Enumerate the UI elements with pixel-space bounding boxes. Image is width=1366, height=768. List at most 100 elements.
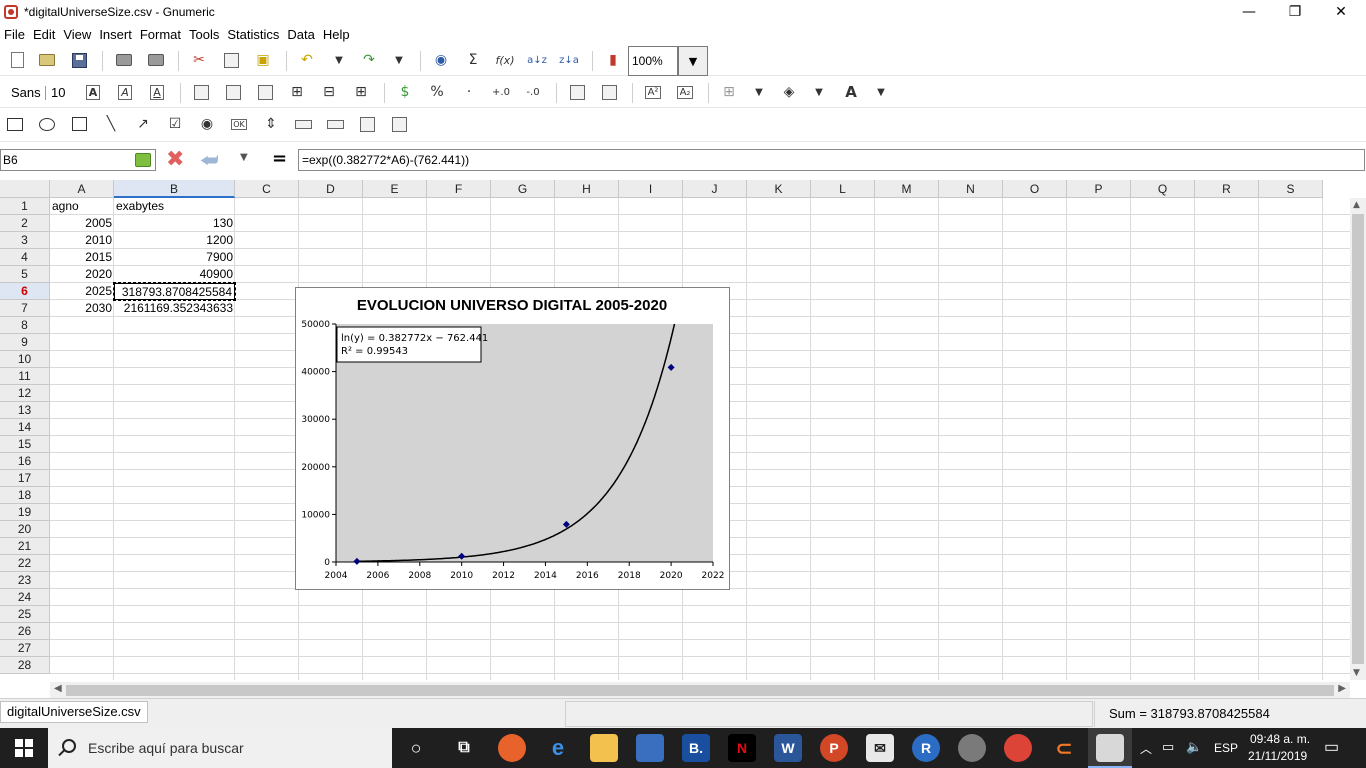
cell-a4[interactable]: 2015	[85, 250, 112, 264]
select-all-corner[interactable]	[0, 180, 50, 198]
spin-button-tool-icon[interactable]: ⇕	[265, 116, 277, 132]
menu-data[interactable]: Data	[287, 26, 315, 42]
menu-statistics[interactable]: Statistics	[227, 26, 280, 42]
vertical-scrollbar[interactable]: ▲ ▼	[1350, 198, 1366, 680]
scroll-up-icon[interactable]: ▲	[1353, 200, 1360, 210]
open-folder-icon[interactable]	[38, 51, 56, 69]
print-icon[interactable]	[115, 51, 133, 69]
accept-dropdown-icon[interactable]: ▼	[240, 152, 248, 163]
undo-dropdown-icon[interactable]: ▼	[335, 54, 343, 66]
battery-icon[interactable]: ▭	[1162, 739, 1175, 754]
row-header-25[interactable]: 25	[0, 606, 50, 623]
cell-b4[interactable]: 7900	[206, 250, 233, 264]
notifications-icon[interactable]: ▭	[1324, 739, 1340, 756]
align-left-icon[interactable]	[192, 83, 210, 101]
row-header-11[interactable]: 11	[0, 368, 50, 385]
scroll-down-icon[interactable]: ▼	[1353, 668, 1360, 678]
row-header-1[interactable]: 1	[0, 198, 50, 215]
cell-b7[interactable]: 2161169.352343633	[123, 301, 233, 315]
cell-b5[interactable]: 40900	[199, 267, 233, 281]
button-tool-icon[interactable]: OK	[231, 118, 247, 130]
row-header-13[interactable]: 13	[0, 402, 50, 419]
menu-edit[interactable]: Edit	[32, 26, 56, 42]
row-header-19[interactable]: 19	[0, 504, 50, 521]
accept-edit-icon[interactable]: ⮨	[200, 148, 219, 172]
copy-icon[interactable]	[222, 51, 240, 69]
horizontal-scroll-thumb[interactable]	[66, 685, 1334, 696]
goto-arrow-icon[interactable]	[135, 153, 151, 167]
jupyter-icon[interactable]: ⊂	[1055, 737, 1073, 760]
col-header-e[interactable]: E	[363, 180, 427, 198]
redo-dropdown-icon[interactable]: ▼	[395, 54, 403, 66]
cell-a2[interactable]: 2005	[85, 216, 112, 230]
row-header-20[interactable]: 20	[0, 521, 50, 538]
fill-color-dropdown-icon[interactable]: ▼	[815, 86, 823, 98]
clock-time[interactable]: 09:48 a. m.	[1250, 732, 1311, 746]
borders-icon[interactable]: ⊞	[723, 84, 735, 100]
cell-name-box[interactable]: B6	[0, 149, 156, 171]
mail-icon[interactable]: ✉	[866, 734, 894, 762]
booking-icon[interactable]: B.	[682, 734, 710, 762]
currency-icon[interactable]: $	[400, 84, 410, 100]
align-center-icon[interactable]	[224, 83, 242, 101]
paste-icon[interactable]: ▣	[256, 52, 270, 68]
font-size-selector[interactable]: 10	[51, 85, 66, 100]
fill-color-icon[interactable]: ◈	[783, 84, 795, 100]
list-tool-icon[interactable]	[358, 115, 376, 133]
ellipse-tool-icon[interactable]	[38, 115, 56, 133]
scrollbar-tool-icon[interactable]	[326, 115, 344, 133]
vertical-scroll-thumb[interactable]	[1352, 214, 1364, 664]
cell-b2[interactable]: 130	[212, 216, 233, 230]
decrease-decimals-icon[interactable]: -.0	[526, 86, 540, 98]
cell-a5[interactable]: 2020	[85, 267, 112, 281]
new-document-icon[interactable]	[8, 51, 26, 69]
col-header-s[interactable]: S	[1259, 180, 1323, 198]
row-header-3[interactable]: 3	[0, 232, 50, 249]
cortana-icon[interactable]: ○	[410, 737, 422, 758]
clock-date[interactable]: 21/11/2019	[1248, 749, 1308, 763]
menu-format[interactable]: Format	[139, 26, 181, 42]
function-icon[interactable]: f(x)	[495, 53, 515, 67]
col-header-i[interactable]: I	[619, 180, 683, 198]
row-header-6[interactable]: 6	[0, 283, 50, 300]
row-header-26[interactable]: 26	[0, 623, 50, 640]
col-header-k[interactable]: K	[747, 180, 811, 198]
col-header-a[interactable]: A	[50, 180, 114, 198]
save-icon[interactable]	[70, 51, 88, 69]
volume-icon[interactable]: 🔈	[1186, 739, 1203, 754]
start-button[interactable]	[0, 728, 48, 768]
row-header-8[interactable]: 8	[0, 317, 50, 334]
row-header-5[interactable]: 5	[0, 266, 50, 283]
redo-icon[interactable]: ↷	[363, 52, 375, 68]
restore-button[interactable]: ❐	[1288, 4, 1302, 20]
col-header-p[interactable]: P	[1067, 180, 1131, 198]
col-header-m[interactable]: M	[875, 180, 939, 198]
cancel-edit-icon[interactable]: ✖	[166, 147, 185, 172]
row-header-10[interactable]: 10	[0, 351, 50, 368]
r-icon[interactable]: R	[912, 734, 940, 762]
menu-tools[interactable]: Tools	[189, 26, 220, 42]
subscript-icon[interactable]: A₂	[676, 83, 694, 101]
scroll-left-icon[interactable]: ◀	[54, 683, 62, 694]
center-across-icon[interactable]: ⊞	[355, 84, 367, 100]
word-icon[interactable]: W	[774, 734, 802, 762]
row-header-22[interactable]: 22	[0, 555, 50, 572]
edge-icon[interactable]: e	[551, 735, 565, 760]
row-header-7[interactable]: 7	[0, 300, 50, 317]
row-header-14[interactable]: 14	[0, 419, 50, 436]
cell-a1[interactable]: agno	[52, 199, 79, 213]
col-header-f[interactable]: F	[427, 180, 491, 198]
close-button[interactable]: ✕	[1335, 4, 1347, 20]
equals-icon[interactable]: =	[272, 148, 288, 169]
row-header-24[interactable]: 24	[0, 589, 50, 606]
row-header-23[interactable]: 23	[0, 572, 50, 589]
taskbar-search[interactable]: Escribe aquí para buscar	[48, 728, 392, 768]
line-tool-icon[interactable]: ╲	[106, 116, 116, 132]
col-header-d[interactable]: D	[299, 180, 363, 198]
row-header-17[interactable]: 17	[0, 470, 50, 487]
tray-chevron-icon[interactable]: ︿	[1140, 742, 1153, 756]
row-header-18[interactable]: 18	[0, 487, 50, 504]
cell-a7[interactable]: 2030	[85, 301, 112, 315]
chart-object[interactable]: EVOLUCION UNIVERSO DIGITAL 2005-2020 200…	[295, 287, 730, 590]
sort-ascending-icon[interactable]: a↓z	[527, 54, 547, 66]
